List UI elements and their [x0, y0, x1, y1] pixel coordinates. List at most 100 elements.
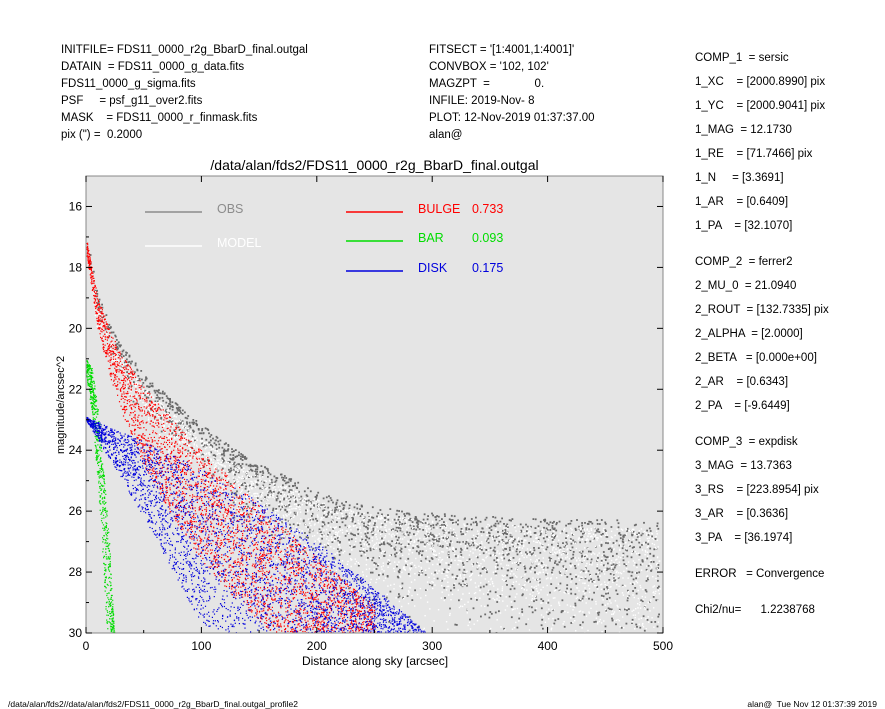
model-point — [492, 581, 493, 582]
model-point — [548, 528, 549, 529]
model-point — [333, 548, 334, 549]
model-point — [532, 595, 533, 596]
obs-point — [631, 556, 633, 558]
model-point — [260, 501, 261, 502]
model-point — [272, 497, 273, 498]
model-point — [439, 524, 440, 525]
model-point — [592, 562, 593, 563]
bulge-point — [206, 476, 207, 477]
obs-point — [232, 459, 234, 461]
obs-point — [636, 626, 638, 628]
obs-point — [616, 540, 618, 542]
obs-point — [606, 598, 608, 600]
obs-point — [453, 584, 455, 586]
obs-point — [649, 548, 651, 550]
obs-point — [483, 552, 485, 554]
obs-point — [351, 538, 353, 540]
obs-point — [461, 528, 463, 530]
bulge-point — [160, 415, 161, 416]
model-point — [416, 544, 417, 545]
model-point — [528, 554, 529, 555]
obs-point — [602, 604, 604, 606]
obs-point — [449, 543, 451, 545]
model-point — [506, 552, 507, 553]
obs-point — [638, 571, 640, 573]
bulge-point — [193, 515, 194, 516]
bulge-point — [294, 635, 295, 636]
model-point — [325, 511, 326, 512]
model-point — [211, 446, 212, 447]
obs-point — [243, 456, 245, 458]
model-point — [460, 560, 461, 561]
model-point — [232, 485, 233, 486]
obs-point — [489, 591, 491, 593]
model-point — [227, 471, 228, 472]
obs-point — [135, 363, 137, 365]
model-point — [323, 535, 324, 536]
model-point — [406, 520, 407, 521]
obs-point — [503, 554, 505, 556]
obs-point — [322, 521, 324, 523]
obs-point — [345, 518, 347, 520]
bulge-point — [204, 537, 205, 538]
obs-point — [267, 470, 269, 472]
model-point — [282, 504, 283, 505]
bulge-point — [214, 498, 215, 499]
obs-point — [339, 542, 341, 544]
model-point — [659, 593, 660, 594]
model-point — [655, 536, 656, 537]
bulge-point — [189, 455, 190, 456]
model-point — [518, 543, 519, 544]
model-point — [581, 680, 582, 681]
model-point — [638, 618, 639, 619]
model-point — [245, 471, 246, 472]
bulge-point — [328, 630, 329, 631]
model-point — [486, 551, 487, 552]
obs-point — [353, 534, 355, 536]
model-point — [233, 477, 234, 478]
bulge-point — [224, 512, 225, 513]
model-point — [636, 553, 637, 554]
obs-point — [285, 519, 287, 521]
obs-point — [570, 635, 572, 637]
model-point — [584, 593, 585, 594]
bulge-point — [260, 562, 261, 563]
model-point — [426, 529, 427, 530]
obs-point — [288, 485, 290, 487]
obs-point — [178, 422, 180, 424]
model-point — [247, 475, 248, 476]
model-point — [324, 513, 325, 514]
model-point — [613, 575, 614, 576]
obs-point — [540, 521, 542, 523]
model-point — [407, 540, 408, 541]
obs-point — [186, 418, 188, 420]
model-point — [244, 499, 245, 500]
model-point — [98, 314, 99, 315]
obs-point — [344, 505, 346, 507]
obs-point — [294, 485, 296, 487]
model-point — [182, 423, 183, 424]
obs-point — [554, 562, 556, 564]
model-point — [237, 479, 238, 480]
model-point — [643, 543, 644, 544]
model-point — [355, 524, 356, 525]
obs-point — [633, 546, 635, 548]
bulge-point — [119, 365, 120, 366]
obs-point — [201, 428, 203, 430]
bulge-point — [270, 544, 271, 545]
model-point — [642, 549, 643, 550]
model-point — [223, 486, 224, 487]
model-point — [492, 583, 493, 584]
obs-point — [381, 531, 383, 533]
model-point — [153, 413, 154, 414]
obs-point — [513, 540, 515, 542]
model-point — [653, 627, 654, 628]
model-point — [582, 583, 583, 584]
model-point — [541, 567, 542, 568]
model-point — [635, 551, 636, 552]
obs-point — [552, 539, 554, 541]
model-point — [391, 536, 392, 537]
model-point — [408, 518, 409, 519]
obs-point — [657, 587, 659, 589]
model-point — [486, 556, 487, 557]
